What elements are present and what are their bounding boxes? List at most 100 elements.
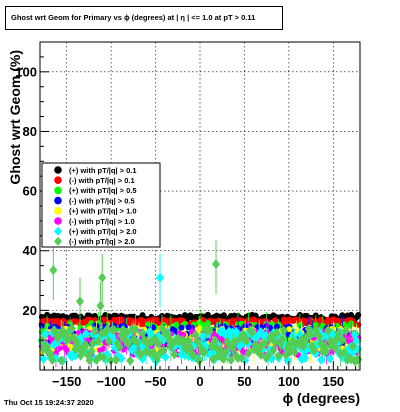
x-tick-label: 50 xyxy=(237,374,251,389)
data-point xyxy=(81,340,90,351)
y-tick-label: 60 xyxy=(23,184,37,199)
data-point xyxy=(189,350,198,361)
data-point xyxy=(104,336,113,347)
x-axis-title: ϕ (degrees) xyxy=(283,390,360,406)
data-point xyxy=(124,338,133,349)
series-8 xyxy=(37,240,363,369)
data-point xyxy=(237,352,246,363)
data-points xyxy=(37,240,363,370)
data-point xyxy=(310,345,319,356)
data-point xyxy=(220,312,227,319)
y-axis-title: Ghost wrt Geom (%) xyxy=(7,50,23,185)
data-point xyxy=(81,328,90,339)
legend-marker xyxy=(54,196,62,205)
y-tick-label: 20 xyxy=(23,303,37,318)
x-tick-label: −50 xyxy=(145,374,167,389)
data-point xyxy=(117,353,126,364)
legend-marker xyxy=(54,217,62,225)
data-point xyxy=(90,325,99,336)
data-point xyxy=(154,338,163,349)
data-point xyxy=(112,354,121,365)
data-point xyxy=(170,349,179,360)
data-point xyxy=(71,350,80,361)
x-tick-label: −150 xyxy=(52,374,81,389)
data-point xyxy=(348,341,357,352)
ticks: −150 −100 −50 0 50 100 150 20 40 60 80 100 xyxy=(15,41,357,389)
data-point xyxy=(200,347,209,358)
data-point xyxy=(98,272,107,283)
data-point xyxy=(260,338,269,349)
data-point xyxy=(126,355,135,366)
data-point xyxy=(103,324,112,335)
data-point xyxy=(278,334,287,345)
data-point xyxy=(306,329,315,340)
x-tick-label: 0 xyxy=(196,374,203,389)
data-point xyxy=(57,355,66,366)
data-point xyxy=(99,352,108,363)
data-point xyxy=(324,325,333,336)
data-point xyxy=(341,325,350,336)
data-point xyxy=(244,348,253,359)
legend-label: (-) with pT/|q| > 1.0 xyxy=(69,217,135,226)
data-point xyxy=(205,325,214,336)
data-point xyxy=(248,327,257,338)
data-point xyxy=(251,333,260,344)
data-point xyxy=(39,353,48,364)
x-tick-label: 100 xyxy=(278,374,300,389)
data-point xyxy=(48,354,57,365)
data-point xyxy=(110,324,119,335)
data-point xyxy=(131,324,140,335)
legend-marker xyxy=(54,207,62,215)
chart-title: Ghost wrt Geom for Primary vs ϕ (degrees… xyxy=(5,6,283,30)
data-point xyxy=(85,355,94,366)
legend-marker xyxy=(54,186,62,195)
data-point xyxy=(120,334,129,345)
legend-box xyxy=(41,162,161,248)
data-point xyxy=(334,328,343,339)
legend-label: (+) with pT/|q| > 0.1 xyxy=(69,166,137,175)
data-point xyxy=(115,342,124,353)
data-point xyxy=(49,265,58,276)
data-point xyxy=(340,347,349,358)
data-point xyxy=(348,311,355,318)
data-point xyxy=(193,336,202,347)
data-point xyxy=(211,335,220,346)
data-point xyxy=(94,336,103,347)
data-point xyxy=(251,339,260,350)
data-point xyxy=(242,335,251,346)
legend-label: (+) with pT/|q| > 2.0 xyxy=(69,227,137,236)
y-tick-label: 100 xyxy=(15,64,37,79)
data-point xyxy=(230,337,239,348)
legend-label: (-) with pT/|q| > 0.5 xyxy=(69,196,135,205)
data-point xyxy=(338,334,347,345)
data-point xyxy=(274,350,283,361)
data-point xyxy=(264,350,273,361)
legend-marker xyxy=(54,236,62,246)
data-point xyxy=(290,347,299,358)
legend-label: (+) with pT/|q| > 1.0 xyxy=(69,207,137,216)
legend-label: (-) with pT/|q| > 0.1 xyxy=(69,176,135,185)
data-point xyxy=(312,321,319,328)
legend-marker xyxy=(54,226,62,236)
data-point xyxy=(272,328,281,339)
legend-marker xyxy=(54,166,62,174)
legend-label: (+) with pT/|q| > 0.5 xyxy=(69,186,137,195)
data-point xyxy=(41,328,50,339)
legend-label: (-) with pT/|q| > 2.0 xyxy=(69,237,135,246)
data-point xyxy=(273,323,280,330)
data-point xyxy=(212,259,220,270)
data-point xyxy=(178,324,185,331)
data-point xyxy=(122,327,131,338)
x-tick-label: 150 xyxy=(322,374,344,389)
data-point xyxy=(152,353,161,364)
data-point xyxy=(195,355,204,366)
x-tick-label: −100 xyxy=(96,374,125,389)
data-point xyxy=(156,272,164,283)
legend: (+) with pT/|q| > 0.1(-) with pT/|q| > 0… xyxy=(41,162,161,248)
data-point xyxy=(322,346,331,357)
y-tick-label: 40 xyxy=(23,243,37,258)
timestamp: Thu Oct 15 19:24:37 2020 xyxy=(4,398,94,407)
data-point xyxy=(76,296,84,307)
data-point xyxy=(226,355,235,366)
